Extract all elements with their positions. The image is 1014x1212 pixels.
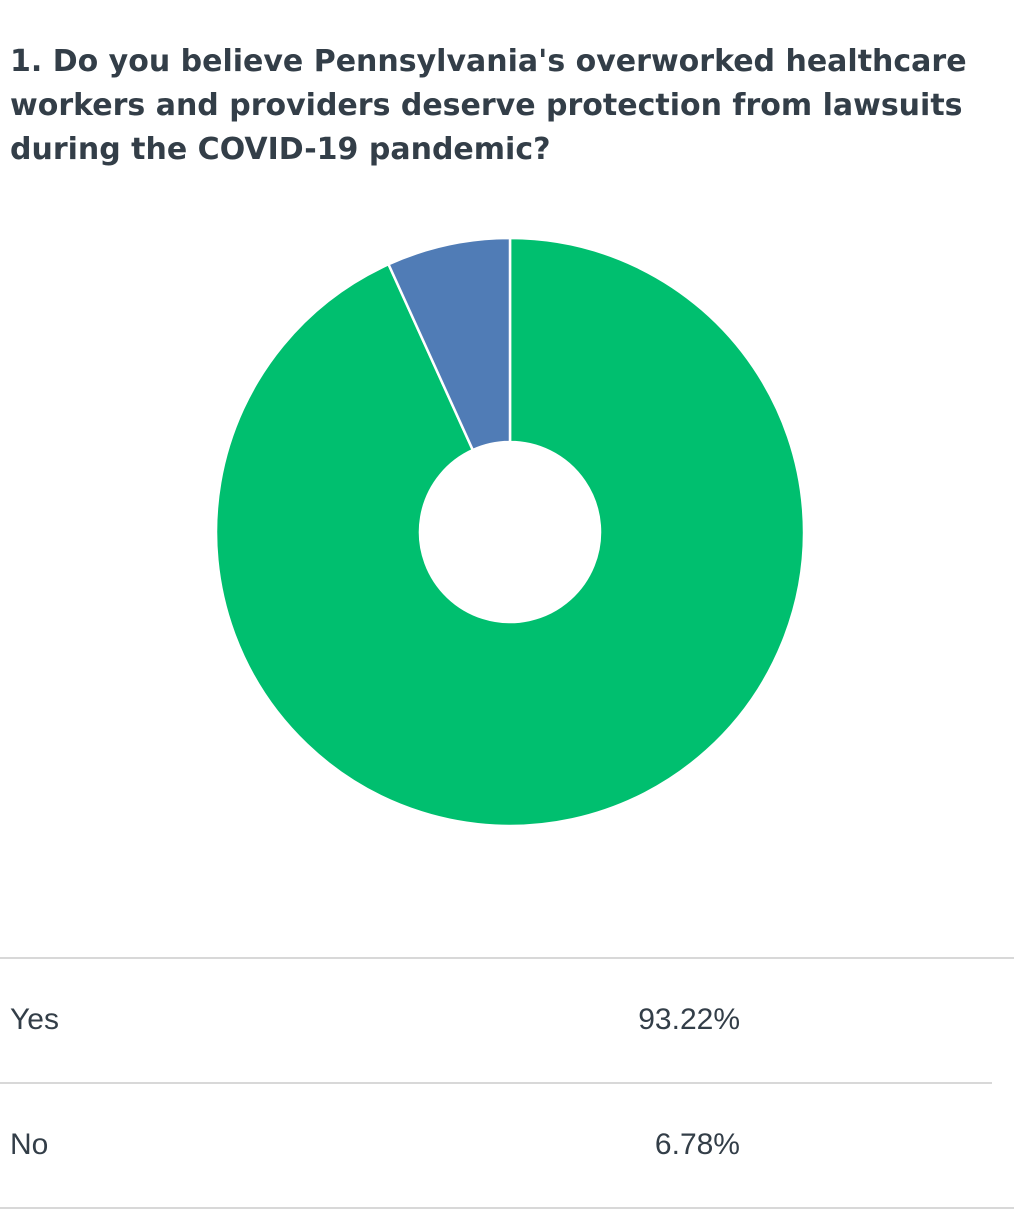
chart-title: 1. Do you believe Pennsylvania's overwor… xyxy=(10,44,967,167)
row-value: 6.78% xyxy=(655,1128,740,1161)
pie-slice xyxy=(386,236,512,452)
row-label: No xyxy=(10,1128,48,1161)
row-value: 93.22% xyxy=(638,1003,740,1036)
pie-slice xyxy=(214,236,806,828)
row-label: Yes xyxy=(10,1003,59,1036)
